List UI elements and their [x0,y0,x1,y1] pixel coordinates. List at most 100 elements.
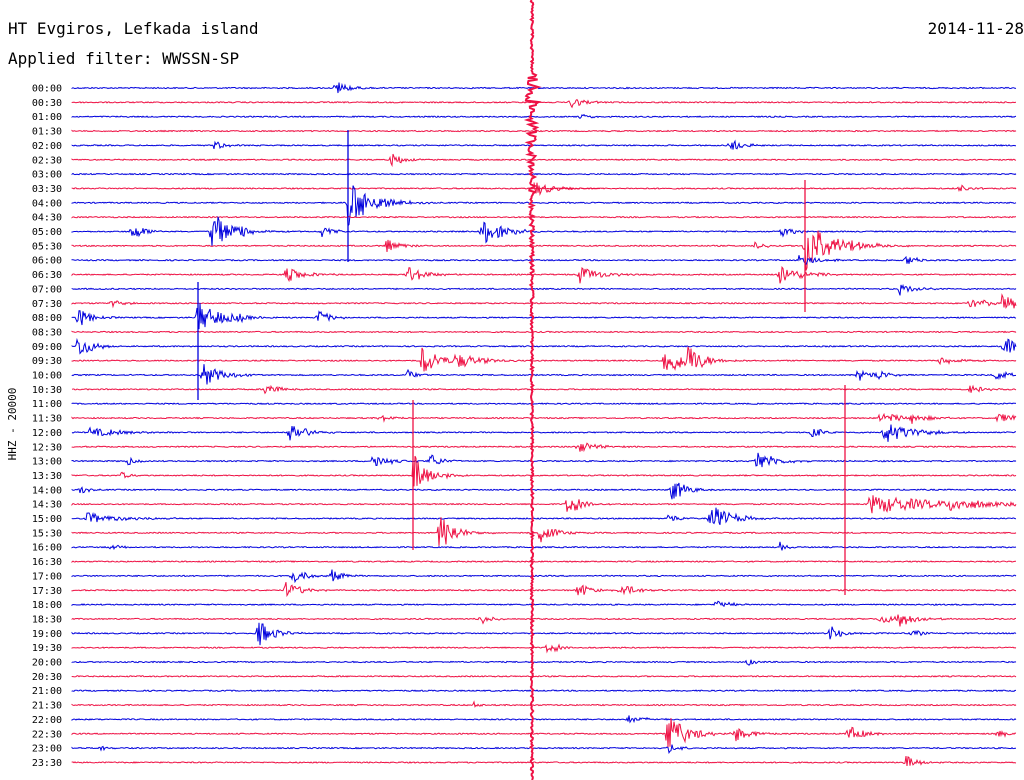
trace-0000 [71,82,1017,94]
row-label-0030: 00:30 [32,98,62,109]
station-title: HT Evgiros, Lefkada island [8,19,259,38]
row-label-0530: 05:30 [32,241,62,252]
row-label-0900: 09:00 [32,342,62,353]
row-label-0200: 02:00 [32,141,62,152]
row-label-2130: 21:30 [32,701,62,712]
row-label-0100: 01:00 [32,112,62,123]
row-label-2100: 21:00 [32,686,62,697]
row-label-1630: 16:30 [32,557,62,568]
y-axis-label: HHZ - 20000 [6,388,19,461]
trace-1600 [71,541,1017,551]
row-label-1230: 12:30 [32,442,62,453]
trace-1530 [71,517,1017,546]
row-label-0830: 08:30 [32,327,62,338]
trace-0330 [71,184,1017,192]
trace-2330 [71,756,1017,766]
trace-2030 [71,675,1017,678]
row-label-1800: 18:00 [32,600,62,611]
row-label-0330: 03:30 [32,184,62,195]
trace-0730 [71,293,1017,310]
row-label-2300: 23:00 [32,744,62,755]
trace-1030 [71,384,1017,395]
row-label-1300: 13:00 [32,457,62,468]
filter-label: Applied filter: WWSSN-SP [8,49,240,68]
trace-0130 [71,129,1017,133]
trace-1700 [71,569,1017,584]
trace-1500 [71,507,1017,525]
row-label-1000: 10:00 [32,371,62,382]
trace-1330 [71,455,1017,487]
trace-1800 [71,600,1017,607]
row-label-1400: 14:00 [32,485,62,496]
large-event-trace [523,0,542,780]
row-label-1430: 14:30 [32,500,62,511]
row-label-2230: 22:30 [32,729,62,740]
trace-1900 [71,622,1017,646]
row-label-0800: 08:00 [32,313,62,324]
trace-0530 [71,230,1017,271]
row-label-1930: 19:30 [32,643,62,654]
row-label-1030: 10:30 [32,385,62,396]
row-label-1900: 19:00 [32,629,62,640]
row-label-0300: 03:00 [32,170,62,181]
row-label-1830: 18:30 [32,614,62,625]
row-label-1330: 13:30 [32,471,62,482]
row-label-1100: 11:00 [32,399,62,410]
trace-0100 [71,113,1017,119]
trace-2100 [71,689,1016,693]
trace-1130 [71,412,1017,424]
trace-0700 [71,283,1017,296]
row-label-0000: 00:00 [32,84,62,95]
trace-0200 [71,139,1017,150]
row-label-1200: 12:00 [32,428,62,439]
trace-1430 [71,495,1017,514]
row-label-0230: 02:30 [32,155,62,166]
trace-0900 [71,337,1017,355]
trace-0500 [71,216,1016,247]
trace-0430 [71,215,1016,219]
trace-1930 [71,643,1017,654]
trace-0300 [71,172,1017,176]
row-label-0500: 05:00 [32,227,62,238]
trace-0800 [71,302,1017,330]
trace-2300 [71,744,1016,755]
trace-0630 [71,266,1017,284]
row-label-1700: 17:00 [32,571,62,582]
trace-0030 [71,98,1017,109]
row-label-0600: 06:00 [32,256,62,267]
trace-1630 [71,560,1017,563]
trace-1400 [71,482,1016,500]
large-event-coda [533,182,600,196]
row-label-2330: 23:30 [32,758,62,769]
row-label-2030: 20:30 [32,672,62,683]
row-label-0130: 01:30 [32,127,62,138]
row-label-2200: 22:00 [32,715,62,726]
trace-2130 [71,700,1017,708]
row-label-0400: 04:00 [32,198,62,209]
trace-1200 [71,424,1016,442]
trace-0930 [71,346,1017,372]
trace-2000 [71,659,1017,666]
row-label-0700: 07:00 [32,284,62,295]
row-label-1130: 11:30 [32,414,62,425]
row-label-0430: 04:30 [32,213,62,224]
trace-0600 [71,255,1017,266]
row-label-2000: 20:00 [32,658,62,669]
row-label-0730: 07:30 [32,299,62,310]
trace-1100 [71,402,1017,406]
trace-0400 [71,185,1017,227]
row-label-1600: 16:00 [32,543,62,554]
trace-1830 [71,614,1017,627]
row-label-1500: 15:00 [32,514,62,525]
trace-1300 [71,452,1017,468]
trace-1230 [71,442,1017,453]
trace-1000 [71,364,1017,385]
row-label-1730: 17:30 [32,586,62,597]
row-label-0930: 09:30 [32,356,62,367]
trace-0230 [71,153,1017,168]
trace-1730 [71,581,1017,598]
trace-2230 [71,718,1017,748]
row-label-1530: 15:30 [32,528,62,539]
row-label-0630: 06:30 [32,270,62,281]
